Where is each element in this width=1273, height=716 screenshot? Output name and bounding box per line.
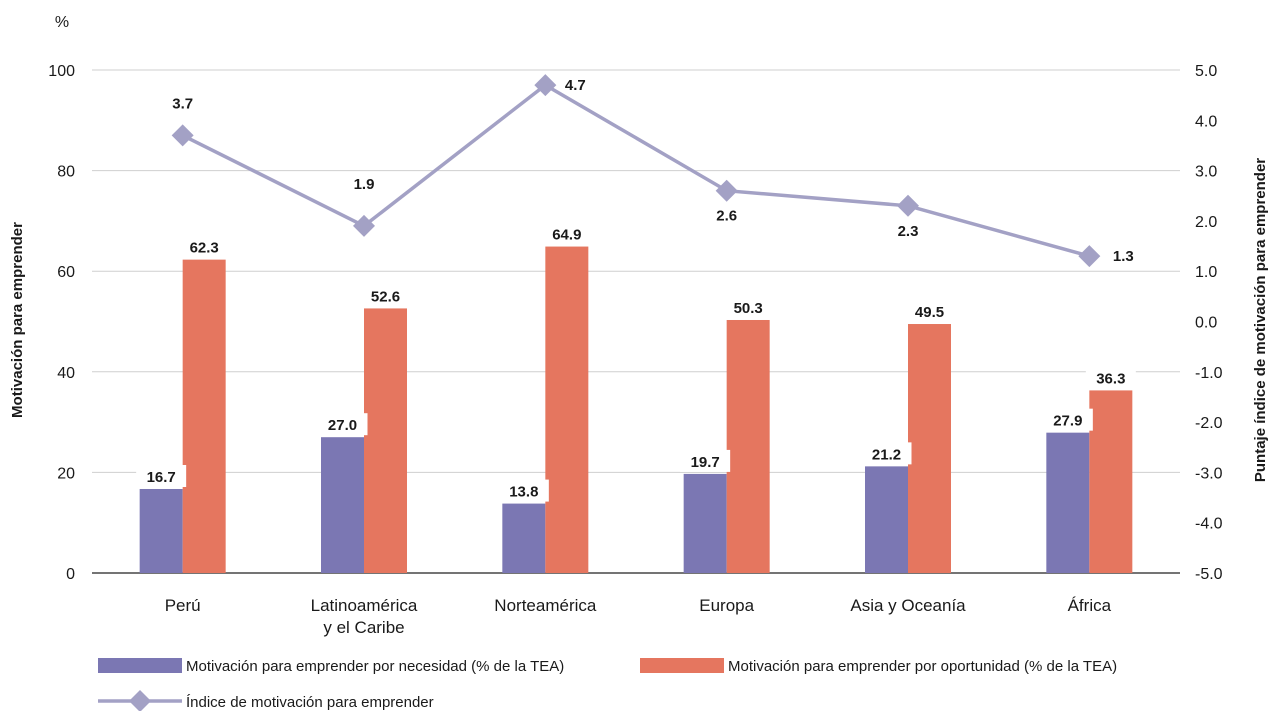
line-data-label: 4.7 [565, 77, 586, 94]
data-label-bg [723, 295, 774, 318]
y2-tick-label: -3.0 [1195, 465, 1223, 482]
bar-data-label: 13.8 [509, 484, 538, 501]
oportunidad-bar [545, 246, 589, 574]
data-label-bg [360, 284, 411, 307]
index-marker [534, 74, 557, 97]
necesidad-bar [321, 437, 364, 573]
line-data-label: 2.6 [716, 208, 737, 225]
legend-marker-index [129, 690, 151, 712]
oportunidad-bar [364, 308, 407, 573]
oportunidad-bar [726, 319, 770, 573]
oportunidad-bar [1089, 390, 1133, 573]
y-tick-label: 60 [57, 264, 75, 281]
line-series [171, 74, 1101, 268]
data-label-bg [904, 300, 955, 323]
y2-tick-label: -4.0 [1195, 516, 1223, 533]
category-label: Europa [699, 596, 754, 615]
line-data-label: 1.9 [354, 176, 375, 193]
y2-tick-label: 4.0 [1195, 113, 1217, 130]
category-label: Asia y Oceanía [850, 596, 966, 615]
index-marker [897, 194, 919, 217]
bar-data-label: 19.7 [691, 454, 720, 471]
bar-data-label: 52.6 [371, 288, 400, 305]
y2-tick-label: 0.0 [1195, 315, 1217, 332]
legend-swatch-oportunidad [640, 658, 724, 673]
bar-data-label: 49.5 [915, 304, 944, 321]
y2-tick-label: 1.0 [1195, 264, 1217, 281]
legend-label-oportunidad: Motivación para emprender por oportunida… [728, 658, 1117, 675]
index-line [181, 82, 1090, 258]
bar-data-label: 36.3 [1096, 370, 1125, 387]
data-label-bg [498, 479, 549, 502]
category-axis: Perú Latinoamérica y el Caribe Norteamérica… [165, 596, 1112, 637]
y2-tick-label: -1.0 [1195, 365, 1223, 382]
category-label: Perú [165, 596, 201, 615]
line-data-label: 3.7 [172, 95, 193, 112]
y2-tick-label: -2.0 [1195, 415, 1223, 432]
legend-swatch-necesidad [98, 658, 182, 673]
bar-data-label: 50.3 [734, 300, 763, 317]
legend-label-index: Índice de motivación para emprender [186, 694, 434, 711]
y-tick-label: 100 [48, 63, 75, 80]
necesidad-bar [1046, 432, 1090, 573]
legend-label-necesidad: Motivación para emprender por necesidad … [186, 658, 564, 675]
y-tick-label: 40 [57, 365, 75, 382]
y-tick-label: 80 [57, 164, 75, 181]
y-tick-label: 20 [57, 465, 75, 482]
data-label-bg [136, 464, 187, 487]
bar-data-label: 62.3 [190, 240, 219, 257]
index-marker [715, 179, 738, 202]
data-label-bg [541, 222, 592, 245]
necesidad-bar [139, 488, 183, 573]
legend: Motivación para emprender por necesidad … [98, 658, 1117, 712]
right-axis: -5.0 -4.0 -3.0 -2.0 -1.0 0.0 1.0 2.0 3.0 4.0 5.0 [1195, 63, 1223, 583]
bar-data-label: 21.2 [872, 446, 901, 463]
oportunidad-bar [908, 324, 951, 573]
line-data-label: 2.3 [898, 223, 919, 240]
category-label: África [1068, 596, 1112, 615]
bar-data-label: 16.7 [147, 469, 176, 486]
gridlines [92, 69, 1180, 574]
category-label: Latinoamérica [311, 596, 418, 615]
necesidad-bar [865, 466, 908, 573]
y-axis-unit-label: % [55, 14, 69, 31]
line-data-label: 1.3 [1113, 248, 1134, 265]
y2-tick-label: 3.0 [1195, 164, 1217, 181]
category-label: Norteamérica [494, 596, 597, 615]
data-label-bg [861, 442, 912, 465]
y-axis-title: Motivación para emprender [9, 222, 26, 418]
bar-data-label: 64.9 [552, 227, 581, 244]
data-label-bg [1085, 366, 1136, 389]
data-label-bg [317, 413, 368, 436]
data-label-bg [1042, 408, 1093, 431]
category-label: y el Caribe [323, 618, 404, 637]
index-marker [1078, 245, 1101, 268]
necesidad-bar [502, 503, 546, 573]
necesidad-bar [683, 473, 727, 573]
y2-tick-label: -5.0 [1195, 566, 1223, 583]
y-tick-label: 0 [66, 566, 75, 583]
data-labels: 16.7 27.0 13.8 19.7 21.2 27.9 62.3 52.6 64.9 50.3… [136, 77, 1136, 502]
y2-axis-title: Puntaje índice de motivación para empren… [1252, 158, 1269, 482]
index-marker [353, 214, 375, 237]
data-label-bg [179, 235, 230, 258]
bar-data-label: 27.9 [1053, 413, 1082, 430]
bar-data-label: 27.0 [328, 417, 357, 434]
left-axis: 0 20 40 60 80 100 [48, 63, 75, 583]
bars [139, 246, 1133, 574]
data-label-bg [680, 449, 731, 472]
y2-tick-label: 5.0 [1195, 63, 1217, 80]
oportunidad-bar [182, 259, 226, 573]
index-marker [171, 124, 194, 147]
y2-tick-label: 2.0 [1195, 214, 1217, 231]
